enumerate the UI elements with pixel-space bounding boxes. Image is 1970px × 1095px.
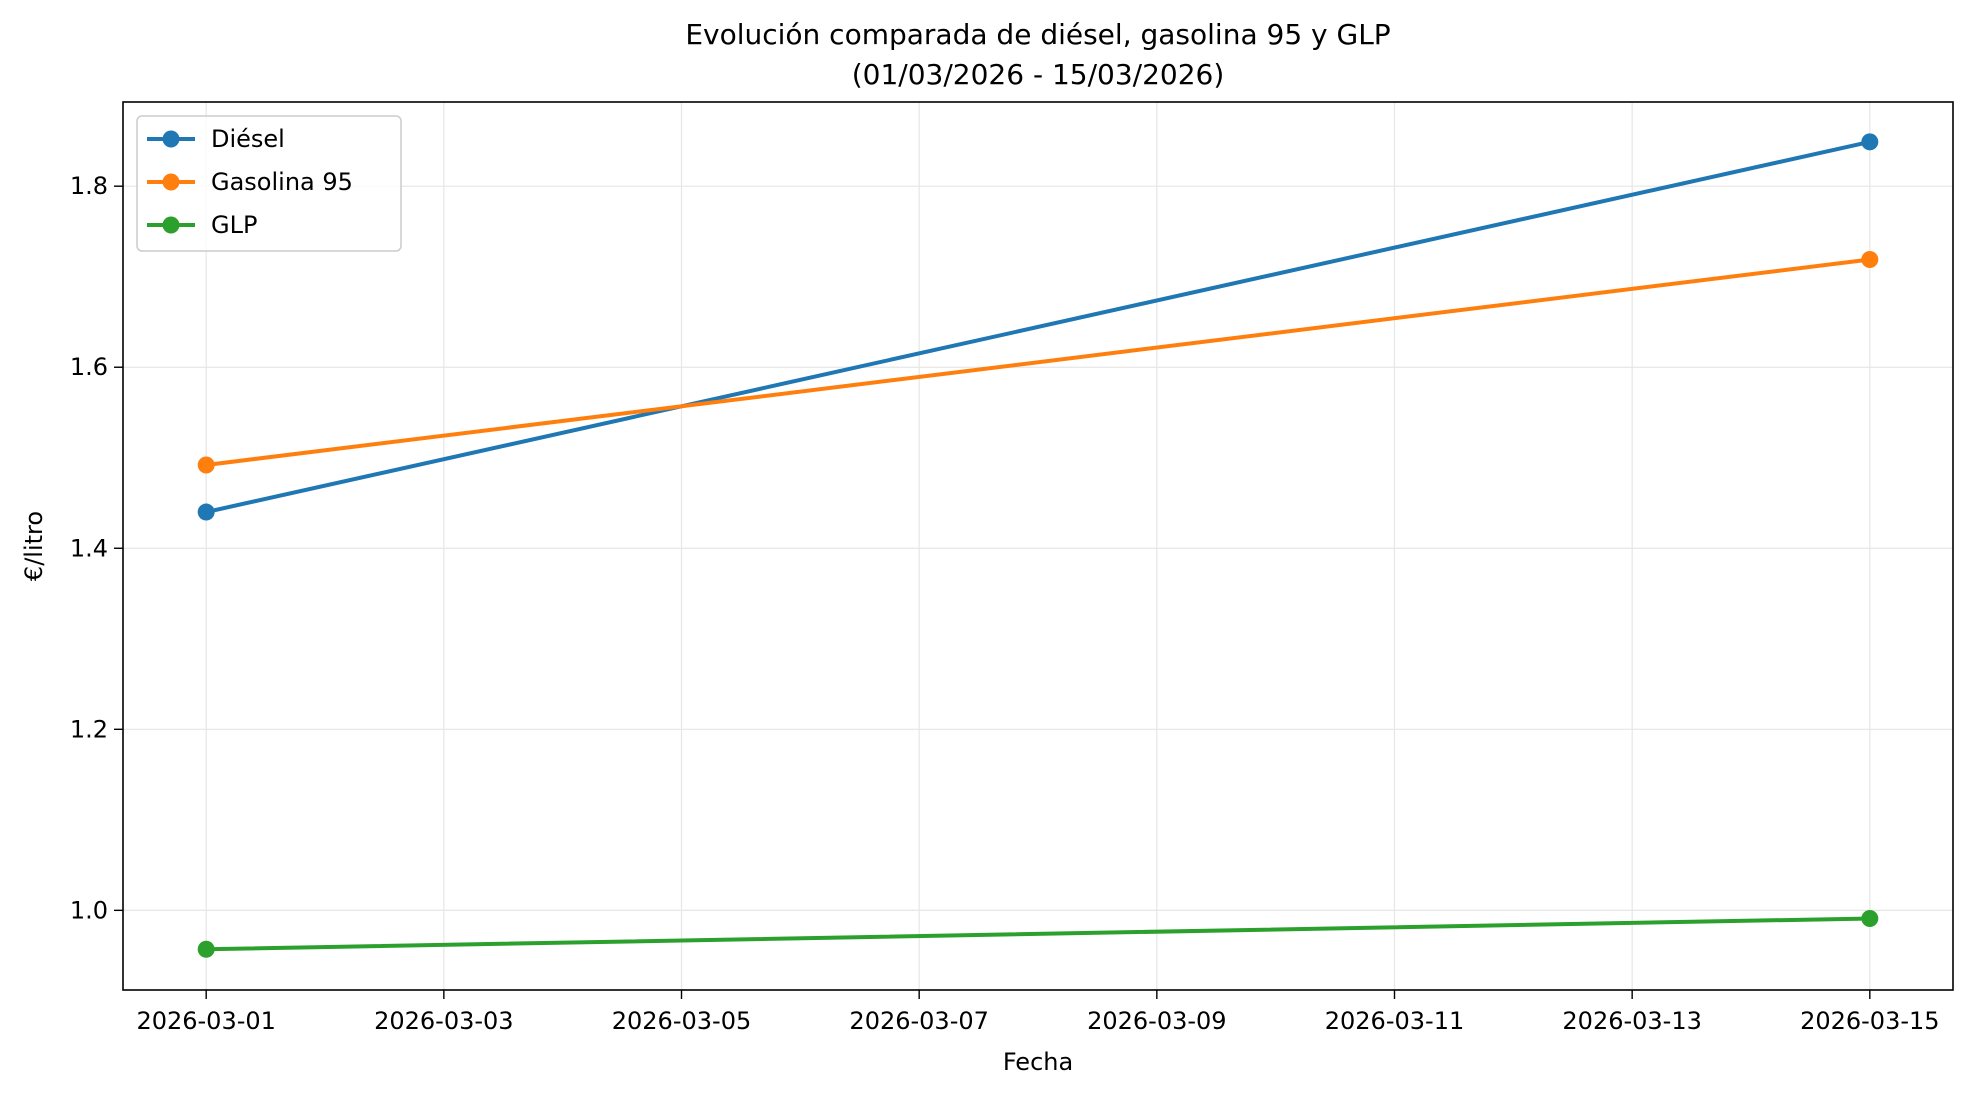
- legend-box: [136, 115, 402, 252]
- series-group: [197, 133, 1879, 958]
- x-tick-label: 2026-03-05: [612, 1007, 751, 1035]
- y-axis-ticks: 1.0 1.2 1.4 1.6 1.8: [70, 172, 123, 924]
- legend-swatch-marker: [162, 130, 180, 148]
- series-2: [197, 909, 1879, 958]
- data-point: [197, 456, 215, 474]
- legend-swatch-marker: [162, 173, 180, 191]
- series-line: [203, 139, 1873, 515]
- y-axis-label: €/litro: [20, 511, 48, 581]
- y-tick-label: 1.4: [70, 534, 108, 562]
- legend: Diésel Gasolina 95 GLP: [136, 115, 402, 252]
- data-point: [1861, 133, 1879, 151]
- y-tick-label: 1.2: [70, 715, 108, 743]
- series-line: [203, 257, 1873, 468]
- data-point: [1861, 251, 1879, 269]
- x-tick-label: 2026-03-09: [1087, 1007, 1226, 1035]
- series-0: [197, 133, 1879, 521]
- series-1: [197, 251, 1879, 474]
- y-tick-label: 1.6: [70, 353, 108, 381]
- y-tick-label: 1.8: [70, 172, 108, 200]
- chart-title-line2: (01/03/2026 - 15/03/2026): [852, 58, 1225, 91]
- x-axis-ticks: 2026-03-01 2026-03-03 2026-03-05 2026-03-07…: [136, 990, 1940, 1035]
- legend-swatch-marker: [162, 216, 180, 234]
- series-line: [204, 916, 1872, 952]
- plot-frame: [122, 101, 1954, 991]
- data-point: [197, 503, 215, 521]
- data-point: [1861, 909, 1879, 927]
- legend-item: Gasolina 95: [147, 168, 353, 196]
- x-tick-label: 2026-03-07: [849, 1007, 988, 1035]
- x-tick-label: 2026-03-15: [1800, 1007, 1939, 1035]
- legend-label: GLP: [211, 211, 257, 239]
- x-tick-label: 2026-03-13: [1562, 1007, 1701, 1035]
- y-tick-label: 1.0: [70, 896, 108, 924]
- legend-item: GLP: [147, 211, 257, 239]
- grid: [123, 102, 1953, 990]
- x-tick-label: 2026-03-01: [136, 1007, 275, 1035]
- chart-title-line1: Evolución comparada de diésel, gasolina …: [685, 18, 1390, 51]
- legend-label: Diésel: [211, 125, 285, 153]
- x-axis-label: Fecha: [1003, 1048, 1073, 1076]
- legend-item: Diésel: [147, 125, 285, 153]
- data-point: [197, 940, 215, 958]
- legend-label: Gasolina 95: [211, 168, 353, 196]
- x-tick-label: 2026-03-03: [374, 1007, 513, 1035]
- x-tick-label: 2026-03-11: [1325, 1007, 1464, 1035]
